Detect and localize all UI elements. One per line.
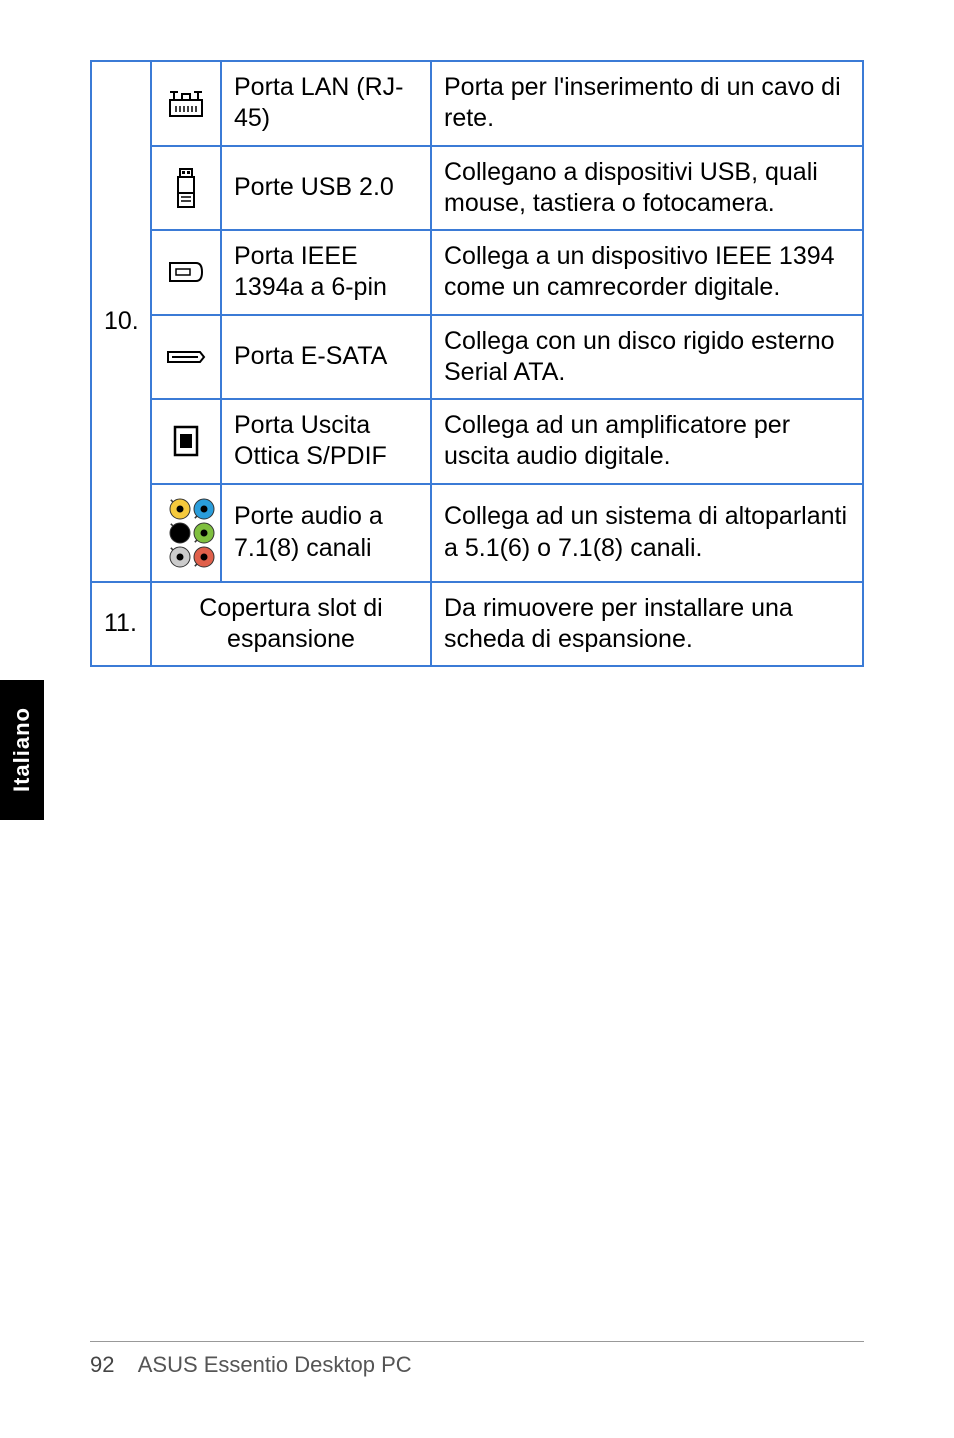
- port-desc: Porta per l'inserimento di un cavo di re…: [431, 61, 863, 146]
- table-row: 11. Copertura slot di espansione Da rimu…: [91, 582, 863, 667]
- port-name: Porte USB 2.0: [221, 146, 431, 231]
- table-row: Porta IEEE 1394a a 6-pin Collega a un di…: [91, 230, 863, 315]
- slot-cover-name: Copertura slot di espansione: [151, 582, 431, 667]
- port-desc: Collega a un dispositivo IEEE 1394 come …: [431, 230, 863, 315]
- page-footer: 92 ASUS Essentio Desktop PC: [90, 1341, 864, 1378]
- page-number: 92: [90, 1352, 114, 1377]
- row-number-10: 10.: [91, 61, 151, 582]
- table-row: Porta Uscita Ottica S/PDIF Collega ad un…: [91, 399, 863, 484]
- port-name: Porta IEEE 1394a a 6-pin: [221, 230, 431, 315]
- port-desc: Collegano a dispositivi USB, quali mouse…: [431, 146, 863, 231]
- table-row: Porta E-SATA Collega con un disco rigido…: [91, 315, 863, 400]
- esata-icon: [151, 315, 221, 400]
- spdif-icon: [151, 399, 221, 484]
- port-desc: Collega ad un sistema di altoparlanti a …: [431, 484, 863, 582]
- table-row: Porte audio a 7.1(8) canali Collega ad u…: [91, 484, 863, 582]
- audio-jacks-icon: [151, 484, 221, 582]
- table-row: 10.: [91, 61, 863, 146]
- port-name: Porta LAN (RJ-45): [221, 61, 431, 146]
- spec-table: 10.: [90, 60, 864, 667]
- page-body: 10.: [0, 0, 954, 667]
- port-name: Porta E-SATA: [221, 315, 431, 400]
- port-name: Porte audio a 7.1(8) canali: [221, 484, 431, 582]
- ieee1394-icon: [151, 230, 221, 315]
- language-tab-label: Italiano: [9, 707, 35, 792]
- footer-title: ASUS Essentio Desktop PC: [138, 1352, 412, 1377]
- table-row: Porte USB 2.0 Collegano a dispositivi US…: [91, 146, 863, 231]
- port-desc: Da rimuovere per installare una scheda d…: [431, 582, 863, 667]
- port-desc: Collega ad un amplificatore per uscita a…: [431, 399, 863, 484]
- lan-icon: [151, 61, 221, 146]
- port-name: Porta Uscita Ottica S/PDIF: [221, 399, 431, 484]
- row-number-11: 11.: [91, 582, 151, 667]
- usb-icon: [151, 146, 221, 231]
- port-desc: Collega con un disco rigido esterno Seri…: [431, 315, 863, 400]
- language-tab: Italiano: [0, 680, 44, 820]
